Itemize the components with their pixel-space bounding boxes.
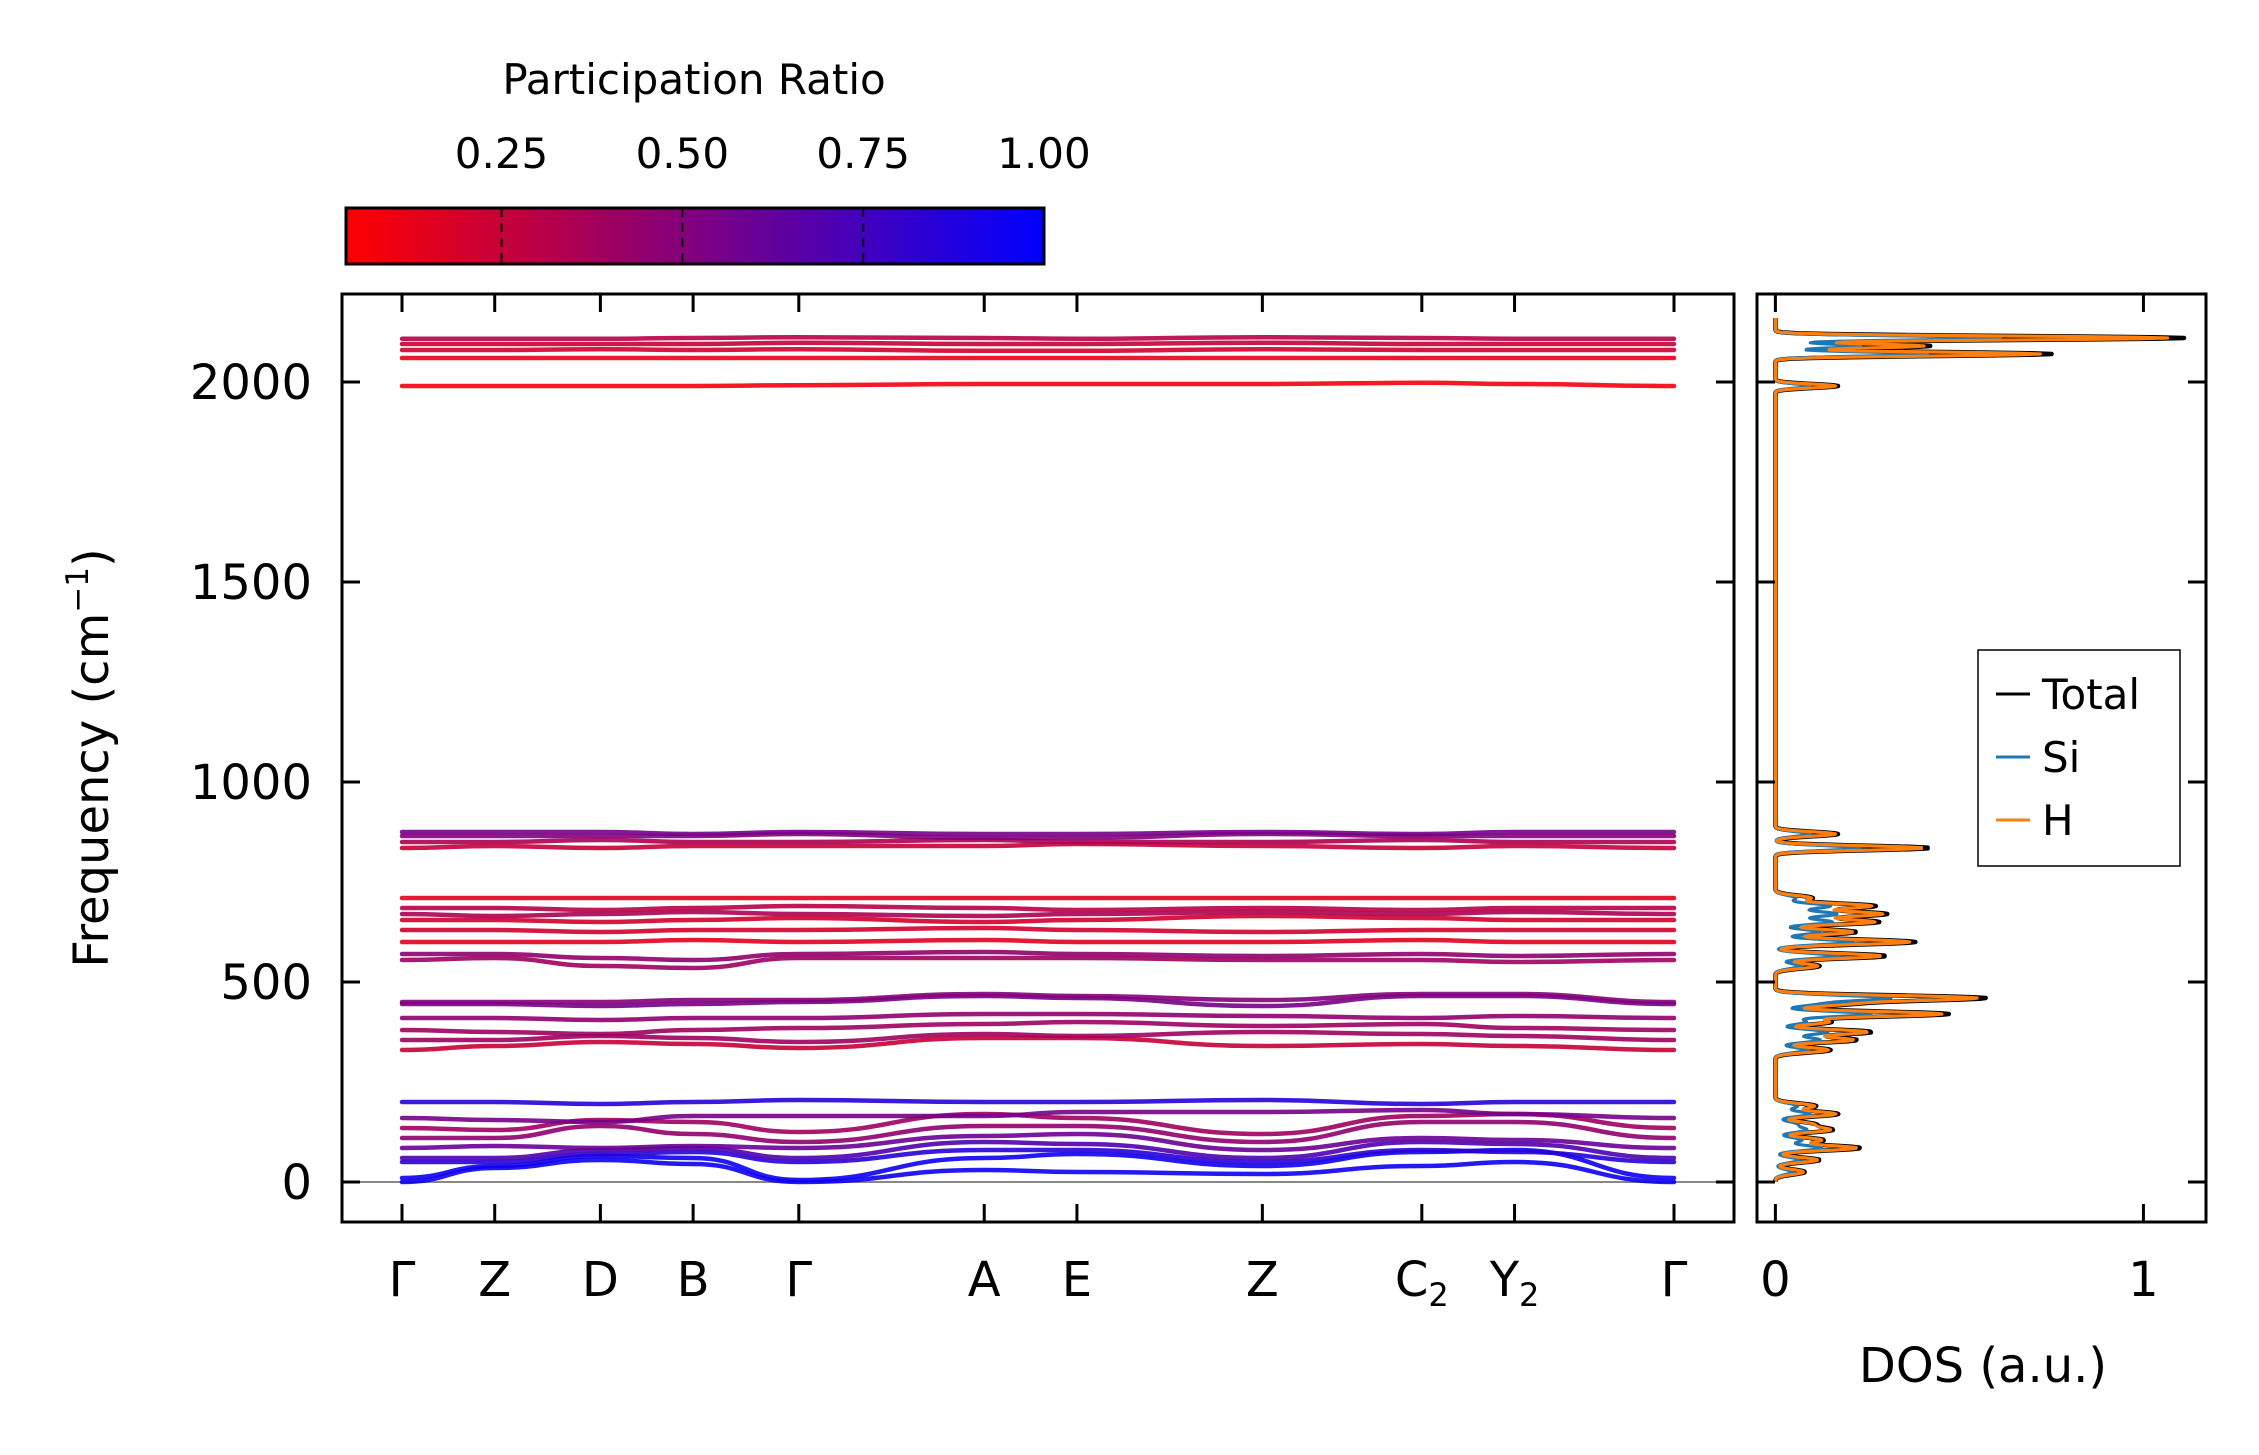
phonon-band: [399, 1035, 1677, 1053]
legend: Total Si H: [1977, 649, 2181, 867]
y-tick-label: 500: [220, 955, 312, 1011]
phonon-band: [399, 1011, 1677, 1023]
phonon-band: [399, 1019, 1677, 1037]
phonon-band: [399, 380, 1677, 389]
phonon-band: [399, 841, 1677, 851]
phonon-band: [399, 837, 1677, 845]
dos-plot-frame: [1755, 292, 2208, 1224]
phonon-band: [399, 1119, 1677, 1145]
x-axis-label-dos: DOS (a.u.): [1859, 1338, 2107, 1394]
k-point-label: E: [1062, 1252, 1092, 1308]
k-point-label: Γ: [1661, 1252, 1688, 1308]
k-point-label: D: [582, 1252, 619, 1308]
phonon-band: [399, 991, 1677, 1005]
k-point-label: Z: [478, 1252, 511, 1308]
k-point-label: C2: [1395, 1252, 1449, 1314]
phonon-band: [399, 949, 1677, 963]
y-tick-label: 2000: [190, 355, 312, 411]
colorbar-tick-label: 0.50: [636, 129, 730, 178]
phonon-band: [399, 1097, 1677, 1107]
colorbar-gradient: [344, 206, 1046, 266]
phonon-band: [399, 1147, 1677, 1165]
phonon-band: [399, 913, 1677, 925]
phonon-band: [399, 340, 1677, 347]
colorbar-tick-label: 0.25: [455, 129, 549, 178]
y-axis-label: Frequency (cm−1): [60, 548, 120, 968]
colorbar: Participation Ratio 0.25 0.50 0.75 1.00: [344, 55, 1091, 266]
phonon-band: [399, 346, 1677, 354]
phonon-band: [399, 937, 1677, 945]
dos-line-h: [1773, 317, 2170, 1183]
y-tick-label: 1500: [190, 555, 312, 611]
phonon-band: [399, 903, 1677, 913]
k-point-label: Γ: [389, 1252, 416, 1308]
phonon-band: [399, 1107, 1677, 1125]
phonon-band: [399, 909, 1677, 919]
band-plot-frame: [340, 292, 1736, 1224]
band-structure-panel: 0 500 1000 1500 2000 Γ Z D B Γ A E Z C2 Y2 Γ Frequency …: [60, 292, 1736, 1314]
legend-label-si: Si: [2042, 733, 2080, 782]
phonon-band: [399, 955, 1677, 971]
phonon-band: [399, 334, 1677, 342]
k-point-label: B: [677, 1252, 710, 1308]
legend-label-total: Total: [2041, 670, 2140, 719]
dos-x-tick-label: 1: [2128, 1252, 2159, 1308]
y-tick-label: 0: [281, 1155, 312, 1211]
phonon-band: [399, 1029, 1677, 1045]
colorbar-tick-label: 1.00: [997, 129, 1091, 178]
legend-label-h: H: [2042, 796, 2074, 845]
dos-panel: DOS (a.u.) 0 1 Total Si H: [1755, 292, 2208, 1394]
dos-x-tick-label: 0: [1760, 1252, 1791, 1308]
colorbar-title: Participation Ratio: [502, 55, 885, 104]
k-point-label: Γ: [785, 1252, 812, 1308]
phonon-band: [399, 831, 1677, 841]
phonon-band: [399, 1131, 1677, 1153]
k-point-label: Y2: [1489, 1252, 1540, 1314]
y-tick-label: 1000: [190, 755, 312, 811]
phonon-band: [399, 829, 1677, 837]
phonon-band: [399, 925, 1677, 935]
k-point-label: A: [968, 1252, 1001, 1308]
phonon-band: [399, 1157, 1677, 1185]
k-point-label: Z: [1246, 1252, 1279, 1308]
colorbar-tick-label: 0.75: [816, 129, 910, 178]
